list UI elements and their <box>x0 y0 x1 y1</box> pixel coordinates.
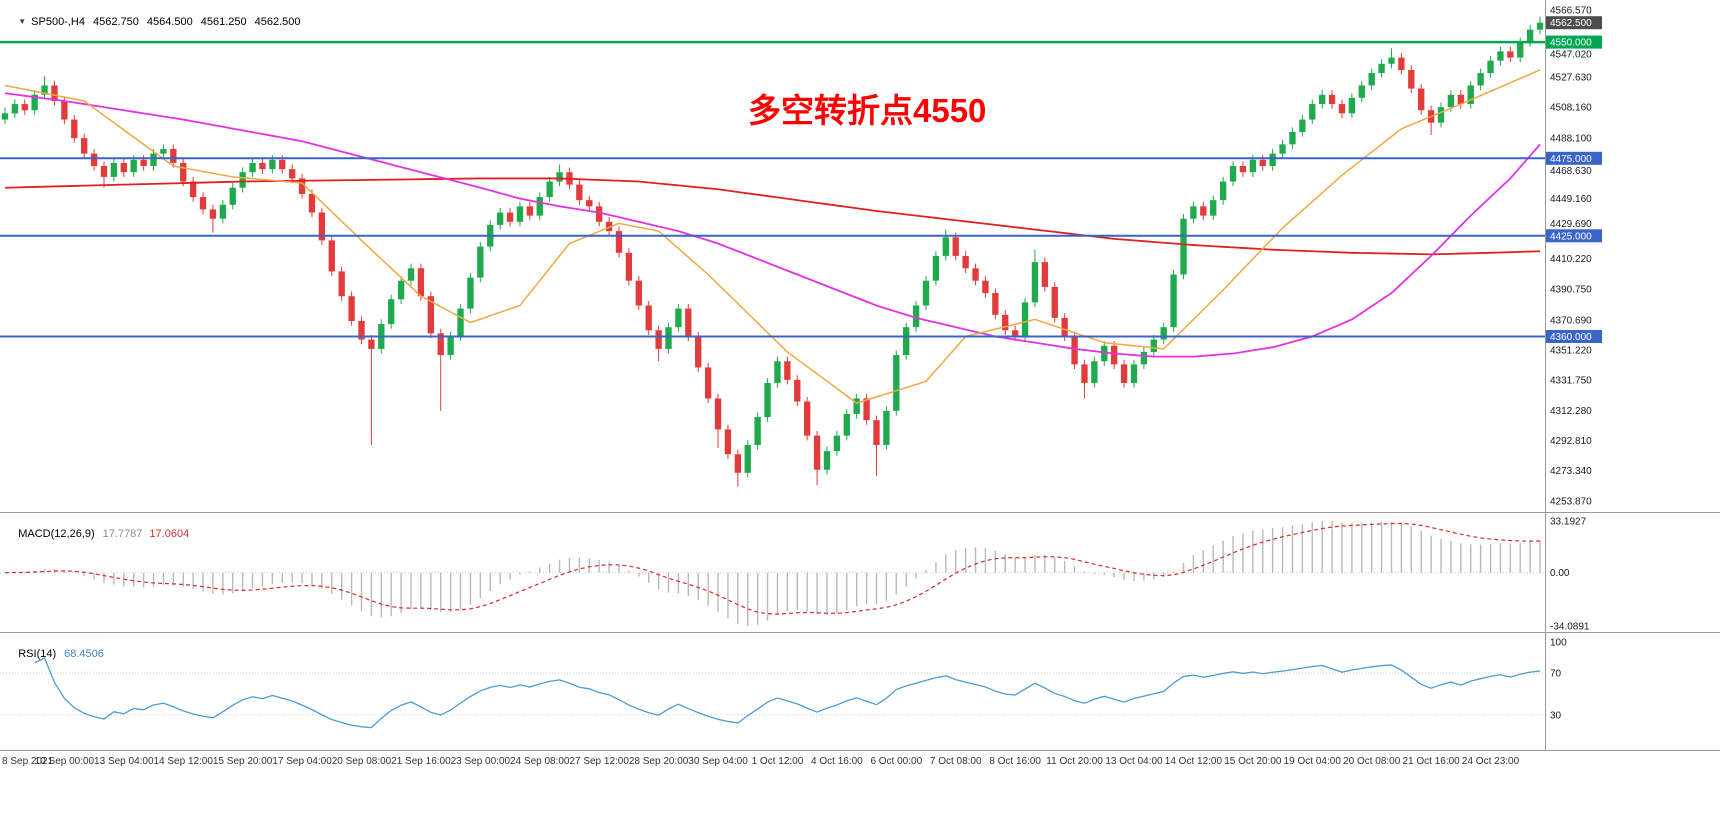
rsi-name: RSI(14) <box>18 648 57 660</box>
macd-signal-line <box>4 522 1541 615</box>
annotation-text[interactable]: 多空转折点4550 <box>748 92 987 129</box>
time-label: 21 Oct 16:00 <box>1402 756 1460 767</box>
main-price-panel[interactable] <box>0 16 1545 487</box>
rsi-line <box>34 657 1541 729</box>
price-tick-label: 4429.690 <box>1550 219 1592 230</box>
macd-signal-value: 17.0604 <box>149 528 190 540</box>
price-box-4550.000 <box>1546 35 1602 49</box>
time-label: 21 Sep 16:00 <box>391 756 451 767</box>
scale-background <box>1545 0 1720 837</box>
time-label: 7 Oct 08:00 <box>930 756 982 767</box>
close-value: 4562.500 <box>254 16 301 28</box>
price-box-4562.500 <box>1546 16 1602 30</box>
time-label: 11 Oct 20:00 <box>1046 756 1103 767</box>
price-box-value: 4475.000 <box>1550 154 1592 165</box>
time-label: 20 Sep 08:00 <box>332 756 392 767</box>
price-box-value: 4562.500 <box>1550 18 1592 29</box>
price-scale[interactable] <box>1545 0 1720 837</box>
price-tick-label: 4410.220 <box>1550 254 1592 265</box>
price-box-value: 4425.000 <box>1550 231 1592 242</box>
price-box-4360.000 <box>1546 330 1602 343</box>
time-label: 13 Oct 04:00 <box>1105 756 1163 767</box>
price-tick-label: 4312.280 <box>1550 406 1592 417</box>
time-label: 30 Sep 04:00 <box>688 756 748 767</box>
price-tick-label: 4331.750 <box>1550 376 1592 387</box>
ma-slow-red[interactable] <box>4 177 1541 256</box>
price-tick-label: 4449.160 <box>1550 194 1592 205</box>
time-label: 10 Sep 00:00 <box>35 756 95 767</box>
time-label: 8 Sep 2021 <box>2 756 54 767</box>
macd-main-value: 17.7787 <box>102 528 143 540</box>
rsi-value: 68.4506 <box>64 648 104 660</box>
price-box-value: 4360.000 <box>1550 332 1592 343</box>
time-label: 14 Sep 12:00 <box>153 756 213 767</box>
chart-header: ▼ SP500-,H4 4562.750 4564.500 4561.250 4562.5… <box>6 4 301 40</box>
time-label: 23 Sep 00:00 <box>451 756 511 767</box>
rsi-panel[interactable] <box>0 657 1545 729</box>
price-tick-label: 4273.340 <box>1550 466 1592 477</box>
macd-axis-label: 33.1927 <box>1550 516 1587 527</box>
price-tick-label: 4351.220 <box>1550 346 1592 357</box>
price-box-value: 4550.000 <box>1550 38 1592 49</box>
macd-name: MACD(12,26,9) <box>18 528 95 540</box>
macd-axis-label: -34.0891 <box>1550 622 1590 633</box>
time-label: 15 Oct 20:00 <box>1224 756 1282 767</box>
time-label: 15 Sep 20:00 <box>213 756 273 767</box>
time-label: 4 Oct 16:00 <box>811 756 863 767</box>
price-tick-label: 4566.570 <box>1550 6 1592 17</box>
time-label: 24 Sep 08:00 <box>510 756 570 767</box>
time-label: 14 Oct 12:00 <box>1165 756 1223 767</box>
high-value: 4564.500 <box>146 16 193 28</box>
ma-mid-magenta[interactable] <box>4 92 1541 358</box>
rsi-indicator-label: RSI(14) 68.4506 <box>6 636 104 672</box>
rsi-axis-label: 70 <box>1550 669 1562 680</box>
time-label: 8 Oct 16:00 <box>989 756 1041 767</box>
time-label: 27 Sep 12:00 <box>569 756 629 767</box>
time-label: 28 Sep 20:00 <box>629 756 689 767</box>
price-tick-label: 4488.100 <box>1550 134 1592 145</box>
price-axis-labels: 4566.570 4547.020 4527.630 4508.160 4488.100… <box>1546 6 1602 721</box>
open-value: 4562.750 <box>92 16 139 28</box>
macd-panel[interactable] <box>0 520 1545 627</box>
price-tick-label: 4253.870 <box>1550 496 1592 507</box>
price-tick-label: 4370.690 <box>1550 315 1592 326</box>
rsi-axis-label: 100 <box>1550 638 1567 649</box>
symbol-period-label: SP500-,H4 <box>31 16 85 28</box>
price-tick-label: 4527.630 <box>1550 72 1592 83</box>
price-tick-label: 4547.020 <box>1550 50 1592 61</box>
time-label: 13 Sep 04:00 <box>94 756 154 767</box>
price-tick-label: 4508.160 <box>1550 102 1592 113</box>
price-tick-label: 4468.630 <box>1550 166 1592 177</box>
macd-histogram <box>14 520 1541 627</box>
price-box-4475.000 <box>1546 151 1602 165</box>
time-label: 20 Oct 08:00 <box>1343 756 1401 767</box>
price-tick-label: 4292.810 <box>1550 436 1592 447</box>
symbol-dropdown-icon[interactable]: ▼ <box>18 17 27 26</box>
price-box-4425.000 <box>1546 229 1602 243</box>
time-label: 6 Oct 00:00 <box>870 756 922 767</box>
low-value: 4561.250 <box>200 16 247 28</box>
rsi-axis-label: 30 <box>1550 710 1562 721</box>
time-label: 19 Oct 04:00 <box>1284 756 1342 767</box>
macd-indicator-label: MACD(12,26,9) 17.7787 17.0604 <box>6 516 189 552</box>
time-label: 1 Oct 12:00 <box>752 756 804 767</box>
candlestick-series <box>1 16 1544 487</box>
macd-axis-label: 0.00 <box>1550 568 1570 579</box>
time-label: 17 Sep 04:00 <box>272 756 332 767</box>
price-tick-label: 4390.750 <box>1550 284 1592 295</box>
time-label: 24 Oct 23:00 <box>1462 756 1520 767</box>
